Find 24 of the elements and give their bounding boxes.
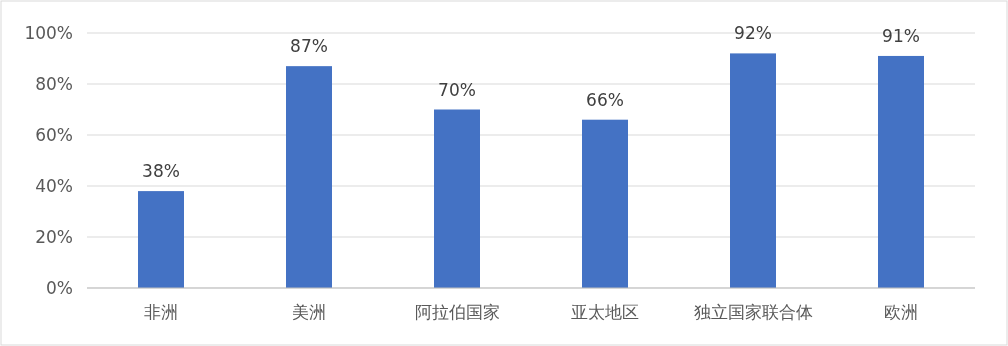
x-tick-label: 独立国家联合体 — [693, 302, 813, 322]
bar — [286, 66, 332, 288]
x-tick-label: 欧洲 — [884, 302, 918, 322]
bar — [582, 119, 628, 288]
bar — [730, 53, 776, 288]
y-tick-label: 40% — [35, 175, 73, 196]
bar — [138, 191, 184, 288]
x-tick-label: 非洲 — [144, 302, 178, 322]
y-tick-label: 80% — [35, 73, 73, 94]
data-label: 70% — [438, 79, 476, 100]
x-tick-label: 亚太地区 — [571, 302, 639, 322]
bar — [878, 55, 924, 288]
data-label: 87% — [290, 36, 328, 57]
data-label: 38% — [142, 161, 180, 182]
data-label: 91% — [882, 25, 920, 46]
y-tick-label: 100% — [24, 22, 73, 43]
data-label: 66% — [586, 89, 624, 110]
x-tick-label: 阿拉伯国家 — [414, 302, 500, 322]
x-tick-label: 美洲 — [292, 302, 326, 322]
y-tick-label: 20% — [35, 226, 73, 247]
data-label: 92% — [734, 23, 772, 44]
y-tick-label: 0% — [46, 277, 73, 298]
bar — [434, 109, 480, 288]
y-tick-label: 60% — [35, 124, 73, 145]
